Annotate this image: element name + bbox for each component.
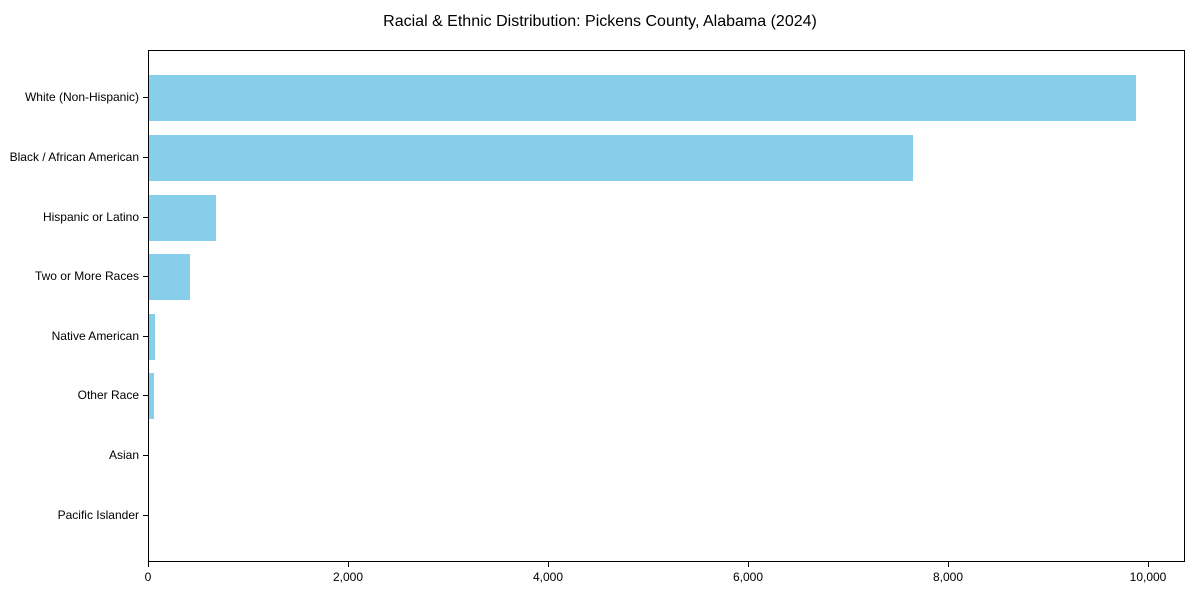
y-tick	[143, 157, 148, 158]
x-tick-label: 10,000	[1129, 570, 1167, 584]
y-tick	[143, 276, 148, 277]
y-tick	[143, 515, 148, 516]
bar	[149, 373, 154, 419]
x-tick-label: 6,000	[732, 570, 764, 584]
x-tick-label: 8,000	[932, 570, 964, 584]
x-tick	[548, 562, 549, 567]
y-tick	[143, 336, 148, 337]
bar	[149, 135, 913, 181]
y-tick	[143, 455, 148, 456]
y-tick-label: Two or More Races	[34, 269, 139, 283]
x-tick	[148, 562, 149, 567]
x-tick	[748, 562, 749, 567]
y-tick-label: Pacific Islander	[57, 508, 139, 522]
y-tick-label: Hispanic or Latino	[42, 210, 139, 224]
bar	[149, 254, 190, 300]
x-tick-label: 2,000	[332, 570, 364, 584]
y-tick-label: Native American	[51, 329, 139, 343]
y-tick	[143, 395, 148, 396]
x-tick	[948, 562, 949, 567]
plot-area	[148, 50, 1185, 562]
y-tick	[143, 97, 148, 98]
x-tick	[348, 562, 349, 567]
bar	[149, 195, 216, 241]
y-tick	[143, 217, 148, 218]
y-tick-label: Asian	[108, 448, 139, 462]
y-tick-label: Black / African American	[9, 150, 139, 164]
x-tick-label: 0	[144, 570, 152, 584]
x-tick	[1148, 562, 1149, 567]
y-tick-label: Other Race	[77, 388, 139, 402]
y-tick-label: White (Non-Hispanic)	[24, 90, 139, 104]
bar	[149, 314, 155, 360]
chart-title: Racial & Ethnic Distribution: Pickens Co…	[383, 13, 817, 30]
bar	[149, 75, 1136, 121]
x-tick-label: 4,000	[532, 570, 564, 584]
